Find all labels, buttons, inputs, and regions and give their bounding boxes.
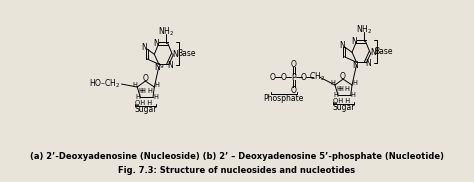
- Text: O: O: [142, 74, 148, 83]
- Text: N: N: [141, 43, 147, 52]
- Text: N: N: [352, 61, 358, 70]
- Text: Phosphate: Phosphate: [264, 94, 304, 103]
- Text: O: O: [291, 86, 297, 94]
- Text: H: H: [141, 88, 146, 94]
- Text: O: O: [291, 60, 297, 69]
- Text: H: H: [351, 92, 356, 98]
- Text: N: N: [339, 41, 345, 50]
- Text: P: P: [292, 73, 296, 82]
- Text: N: N: [172, 50, 178, 59]
- Text: H: H: [330, 80, 335, 86]
- Text: HO–CH$_2$: HO–CH$_2$: [89, 78, 120, 90]
- Text: (a) 2’-Deoxyadenosine (Nucleoside) (b) 2’ – Deoxyadenosine 5’-phosphate (Nucleot: (a) 2’-Deoxyadenosine (Nucleoside) (b) 2…: [30, 152, 444, 161]
- Text: Sugar: Sugar: [332, 103, 355, 112]
- Text: H: H: [153, 94, 158, 100]
- Text: Base: Base: [177, 49, 195, 58]
- Text: N: N: [370, 48, 375, 57]
- Text: Base: Base: [374, 47, 393, 56]
- Text: CH$_2$: CH$_2$: [310, 71, 326, 83]
- Text: H: H: [338, 86, 343, 92]
- Text: N: N: [155, 63, 160, 72]
- Text: H: H: [333, 92, 338, 98]
- Text: H: H: [352, 80, 357, 86]
- Text: NH$_2$: NH$_2$: [356, 24, 372, 36]
- Text: Fig. 7.3: Structure of nucleosides and nucleotides: Fig. 7.3: Structure of nucleosides and n…: [118, 166, 356, 175]
- Text: NH$_2$: NH$_2$: [158, 26, 174, 38]
- Text: H: H: [136, 94, 140, 100]
- Text: O: O: [340, 72, 346, 81]
- Text: H: H: [155, 82, 159, 88]
- Text: N: N: [365, 59, 371, 68]
- Text: H: H: [139, 88, 144, 94]
- Text: H: H: [132, 82, 137, 88]
- Text: O: O: [301, 73, 307, 82]
- Text: N: N: [168, 61, 173, 70]
- Text: N: N: [154, 39, 159, 48]
- Text: O: O: [280, 73, 286, 82]
- Text: OH H: OH H: [136, 100, 153, 106]
- Text: O: O: [270, 73, 276, 82]
- Text: 9: 9: [160, 64, 164, 69]
- Text: Sugar: Sugar: [135, 105, 157, 114]
- Text: H: H: [147, 88, 152, 94]
- Text: N: N: [351, 37, 357, 46]
- Text: H: H: [337, 86, 341, 92]
- Text: H: H: [345, 86, 349, 92]
- Text: OH H: OH H: [333, 98, 350, 104]
